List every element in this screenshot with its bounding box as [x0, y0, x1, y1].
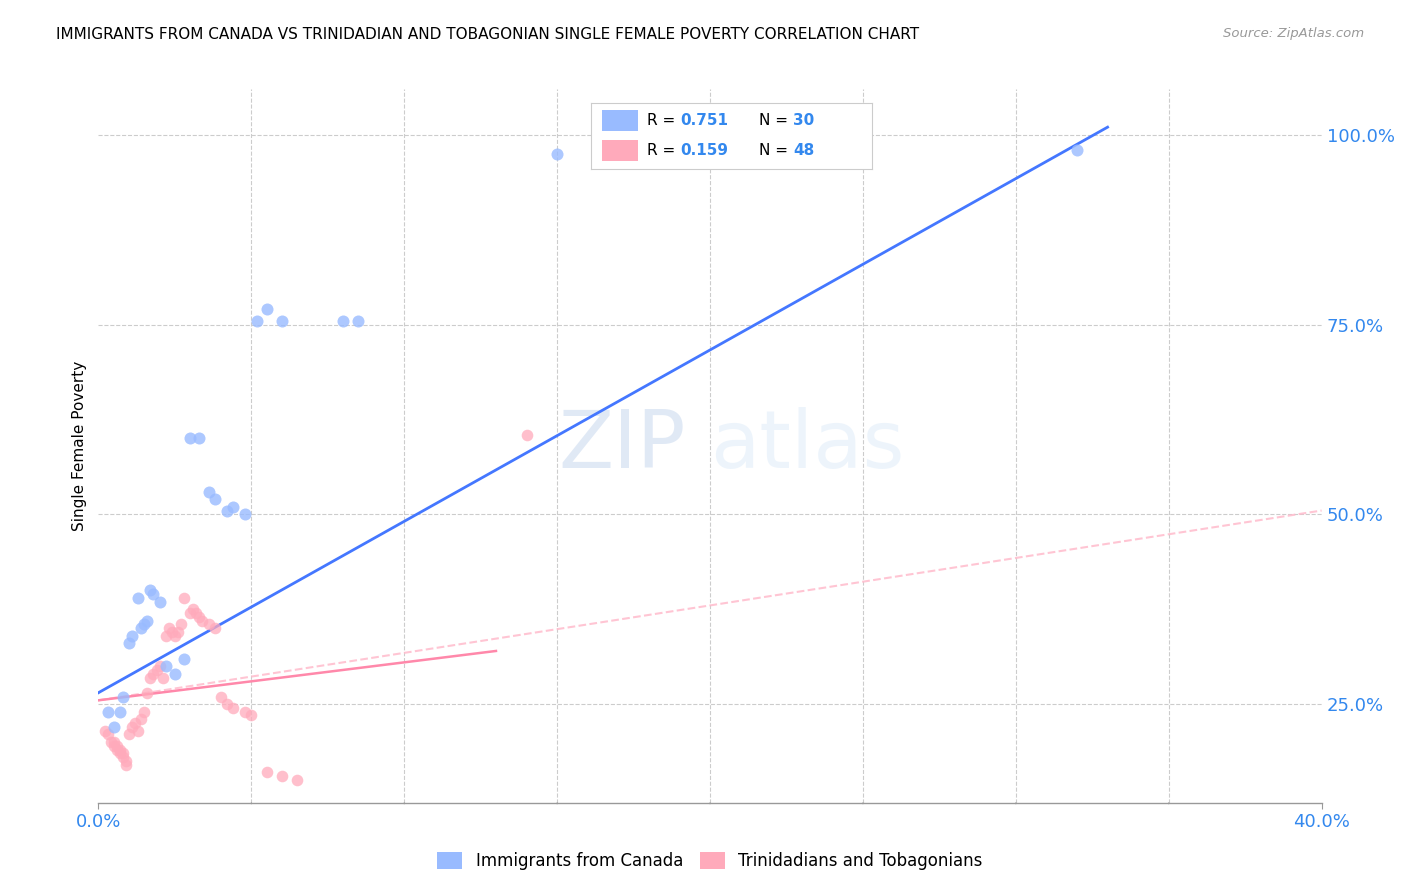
- Point: [332, 314, 354, 328]
- Text: IMMIGRANTS FROM CANADA VS TRINIDADIAN AND TOBAGONIAN SINGLE FEMALE POVERTY CORRE: IMMIGRANTS FROM CANADA VS TRINIDADIAN AN…: [56, 27, 920, 42]
- Point: [108, 742, 131, 756]
- Point: [270, 769, 292, 783]
- Text: atlas: atlas: [710, 407, 904, 485]
- Point: [155, 629, 177, 643]
- Point: [163, 666, 186, 681]
- Point: [142, 666, 165, 681]
- Point: [103, 720, 125, 734]
- Point: [157, 621, 180, 635]
- Point: [124, 716, 146, 731]
- Point: [222, 701, 245, 715]
- Point: [134, 705, 156, 719]
- Point: [121, 720, 143, 734]
- Point: [233, 705, 256, 719]
- Point: [149, 659, 172, 673]
- Bar: [602, 140, 638, 161]
- Point: [240, 708, 263, 723]
- Text: Source: ZipAtlas.com: Source: ZipAtlas.com: [1223, 27, 1364, 40]
- Point: [215, 697, 238, 711]
- Text: ZIP: ZIP: [558, 407, 686, 485]
- Point: [108, 705, 131, 719]
- Point: [1066, 143, 1088, 157]
- Bar: [602, 110, 638, 131]
- Point: [160, 625, 183, 640]
- Point: [233, 508, 256, 522]
- Text: N =: N =: [759, 113, 793, 128]
- Point: [108, 747, 131, 761]
- Point: [204, 492, 226, 507]
- Point: [93, 723, 115, 738]
- Point: [163, 629, 186, 643]
- Point: [139, 671, 162, 685]
- Point: [97, 705, 120, 719]
- Point: [103, 735, 125, 749]
- Point: [170, 617, 193, 632]
- Point: [136, 686, 159, 700]
- Point: [139, 583, 162, 598]
- Text: R =: R =: [647, 113, 681, 128]
- Point: [103, 739, 125, 753]
- Point: [256, 302, 278, 317]
- Point: [246, 314, 269, 328]
- Point: [127, 591, 149, 605]
- Point: [270, 314, 292, 328]
- Point: [191, 614, 214, 628]
- Point: [129, 712, 152, 726]
- Text: 0.751: 0.751: [681, 113, 728, 128]
- Point: [197, 484, 219, 499]
- Point: [105, 739, 128, 753]
- Point: [97, 727, 120, 741]
- Point: [546, 146, 568, 161]
- Point: [115, 754, 138, 768]
- Point: [179, 606, 201, 620]
- Point: [188, 431, 211, 445]
- Point: [134, 617, 156, 632]
- Point: [142, 587, 165, 601]
- Point: [197, 617, 219, 632]
- Point: [118, 727, 141, 741]
- Point: [149, 594, 172, 608]
- Text: R =: R =: [647, 144, 681, 158]
- Point: [516, 427, 538, 442]
- Text: 48: 48: [793, 144, 814, 158]
- Text: 0.159: 0.159: [681, 144, 728, 158]
- Point: [285, 772, 308, 787]
- Point: [222, 500, 245, 514]
- Point: [145, 663, 167, 677]
- Point: [204, 621, 226, 635]
- Point: [129, 621, 152, 635]
- Point: [111, 747, 134, 761]
- Point: [209, 690, 232, 704]
- Point: [100, 735, 122, 749]
- Point: [121, 629, 143, 643]
- Point: [215, 503, 238, 517]
- Point: [111, 750, 134, 764]
- Text: N =: N =: [759, 144, 793, 158]
- Point: [173, 651, 195, 665]
- Point: [118, 636, 141, 650]
- Legend: Immigrants from Canada, Trinidadians and Tobagonians: Immigrants from Canada, Trinidadians and…: [430, 845, 990, 877]
- Point: [136, 614, 159, 628]
- Point: [181, 602, 204, 616]
- Point: [167, 625, 190, 640]
- Point: [256, 765, 278, 780]
- Point: [179, 431, 201, 445]
- Point: [105, 742, 128, 756]
- Point: [155, 659, 177, 673]
- Point: [115, 757, 138, 772]
- Point: [152, 671, 174, 685]
- Point: [111, 690, 134, 704]
- Point: [186, 606, 208, 620]
- Point: [188, 609, 211, 624]
- Point: [173, 591, 195, 605]
- Point: [127, 723, 149, 738]
- Y-axis label: Single Female Poverty: Single Female Poverty: [72, 361, 87, 531]
- Text: 30: 30: [793, 113, 814, 128]
- Point: [347, 314, 370, 328]
